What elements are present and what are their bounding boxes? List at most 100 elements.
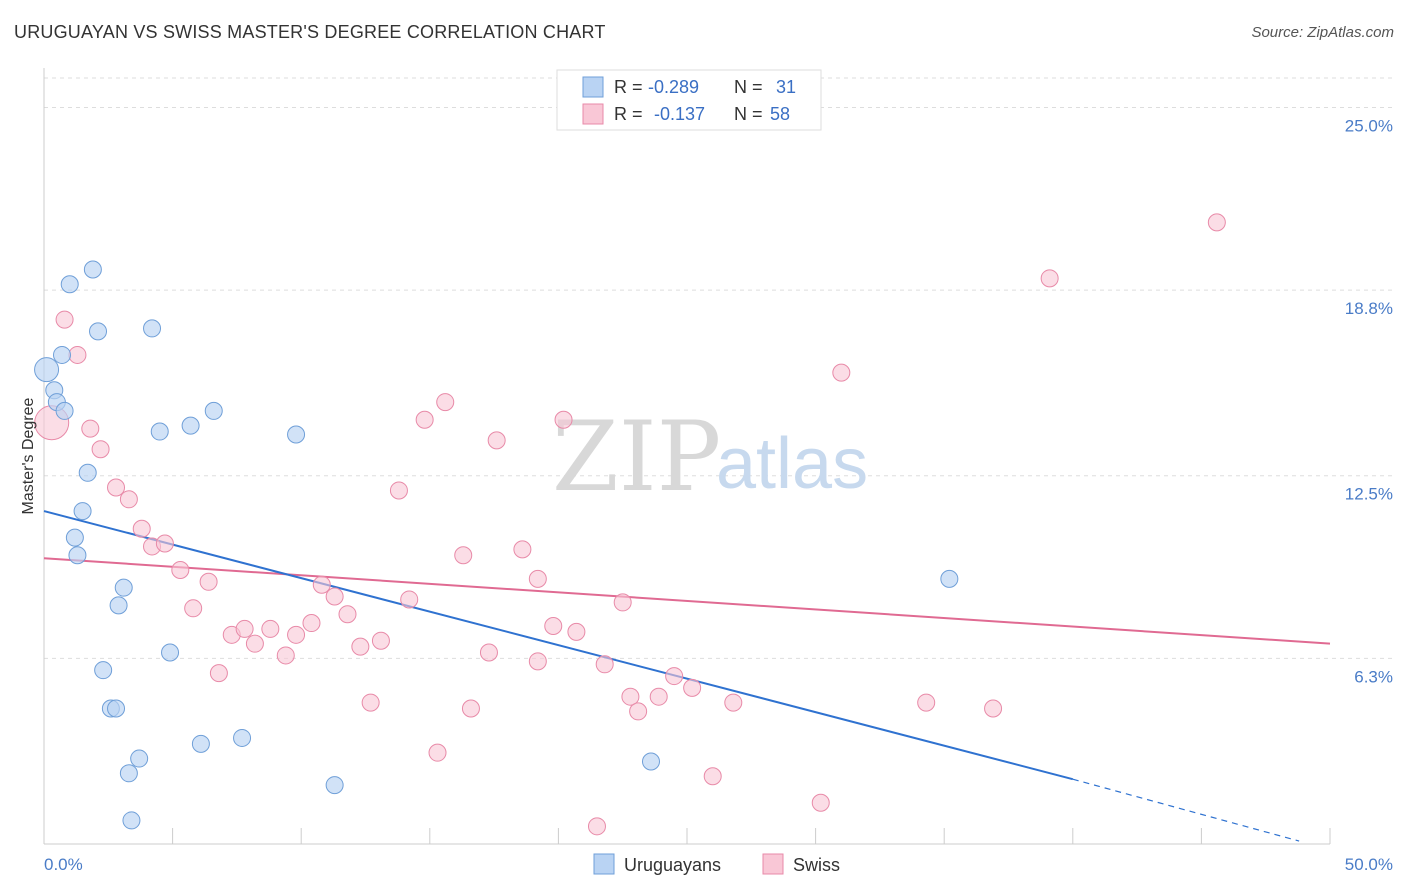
legend-bottom-swatch-swiss [762,853,784,875]
legend-r-label-uruguayans: R = [614,77,643,97]
point-uruguayans-23 [130,749,149,768]
point-uruguayans-19 [161,643,180,662]
point-uruguayans-15 [204,401,223,420]
point-swiss-5 [107,478,126,497]
point-uruguayans-18 [109,596,128,615]
point-uruguayans-5 [60,275,79,294]
point-swiss-32 [454,546,473,565]
point-swiss-29 [415,410,434,429]
point-swiss-21 [312,575,331,594]
point-uruguayans-3 [53,345,72,364]
point-swiss-6 [119,490,138,509]
point-uruguayans-14 [181,416,200,435]
point-swiss-47 [649,687,668,706]
point-swiss-25 [361,693,380,712]
data-points [34,213,1226,836]
point-swiss-7 [132,519,151,538]
chart-title: URUGUAYAN VS SWISS MASTER'S DEGREE CORRE… [14,22,606,42]
point-swiss-35 [487,431,506,450]
trend-line-uruguayans-extension [1072,778,1300,842]
point-swiss-20 [302,614,321,633]
source-label: Source: ZipAtlas.com [1251,24,1394,41]
point-swiss-34 [479,643,498,662]
point-swiss-52 [811,793,830,812]
point-uruguayans-6 [83,260,102,279]
legend-top: R = -0.289 N = 31 R = -0.137 N = 58 [556,69,822,131]
point-swiss-41 [567,622,586,641]
y-tick-labels: 6.3% 12.5% 18.8% 25.0% [1345,116,1393,686]
legend-bottom-swatch-uruguayans [593,853,615,875]
point-swiss-28 [400,590,419,609]
point-swiss-51 [724,693,743,712]
point-swiss-11 [184,599,203,618]
x-tick-label-min: 0.0% [44,855,83,874]
legend-r-value-uruguayans: -0.289 [648,77,699,97]
point-swiss-37 [528,569,547,588]
point-uruguayans-30 [940,569,959,588]
point-swiss-3 [81,419,100,438]
trend-lines [43,510,1331,842]
point-swiss-46 [629,702,648,721]
point-swiss-10 [171,561,190,580]
point-uruguayans-17 [114,578,133,597]
point-uruguayans-24 [119,764,138,783]
point-swiss-27 [389,481,408,500]
watermark-zip: ZIP [552,401,721,513]
point-swiss-12 [199,572,218,591]
point-uruguayans-0 [34,357,60,383]
point-swiss-54 [917,693,936,712]
watermark-atlas: atlas [716,424,868,504]
point-swiss-40 [554,410,573,429]
point-swiss-17 [261,619,280,638]
point-swiss-38 [528,652,547,671]
point-swiss-45 [621,687,640,706]
point-uruguayans-29 [641,752,660,771]
point-swiss-1 [55,310,74,329]
point-swiss-57 [1207,213,1226,232]
point-swiss-16 [245,634,264,653]
x-tick-label-max: 50.0% [1345,855,1393,874]
legend-n-label-uruguayans: N = [734,77,763,97]
trend-line-uruguayans [43,510,1074,781]
trend-line-swiss [43,557,1331,645]
point-uruguayans-12 [68,546,87,565]
y-tick-label-2: 18.8% [1345,299,1393,318]
point-swiss-18 [276,646,295,665]
point-swiss-2 [68,345,87,364]
point-swiss-36 [513,540,532,559]
point-uruguayans-7 [89,322,108,341]
y-tick-label-3: 25.0% [1345,116,1393,135]
point-uruguayans-26 [233,728,252,747]
point-swiss-49 [683,678,702,697]
point-swiss-48 [665,667,684,686]
point-uruguayans-22 [107,699,126,718]
point-swiss-4 [91,440,110,459]
axes [43,68,1331,845]
point-swiss-42 [587,817,606,836]
legend-r-value-swiss: -0.137 [654,104,705,124]
point-uruguayans-28 [122,811,141,830]
point-uruguayans-13 [150,422,169,441]
point-swiss-50 [703,767,722,786]
point-uruguayans-8 [143,319,162,338]
point-uruguayans-16 [287,425,306,444]
point-swiss-44 [613,593,632,612]
point-uruguayans-10 [73,502,92,521]
point-swiss-55 [984,699,1003,718]
point-swiss-53 [832,363,851,382]
legend-bottom-label-uruguayans: Uruguayans [624,855,721,875]
point-swiss-31 [436,393,455,412]
point-swiss-26 [371,631,390,650]
point-swiss-39 [544,616,563,635]
y-tick-label-0: 6.3% [1354,667,1393,686]
point-uruguayans-9 [78,463,97,482]
point-uruguayans-11 [65,528,84,547]
point-swiss-22 [325,587,344,606]
point-swiss-13 [209,664,228,683]
watermark: ZIP atlas [552,401,868,513]
legend-swatch-uruguayans [582,76,604,98]
point-swiss-15 [235,619,254,638]
point-uruguayans-20 [94,661,113,680]
point-uruguayans-4 [55,401,74,420]
